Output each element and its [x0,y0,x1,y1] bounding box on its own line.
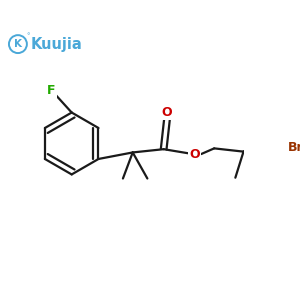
Text: O: O [189,148,200,161]
Text: °: ° [26,33,29,39]
Text: Kuujia: Kuujia [31,37,83,52]
Text: F: F [47,84,56,97]
Text: K: K [14,39,22,49]
Text: Br: Br [287,141,300,154]
Text: O: O [162,106,172,119]
